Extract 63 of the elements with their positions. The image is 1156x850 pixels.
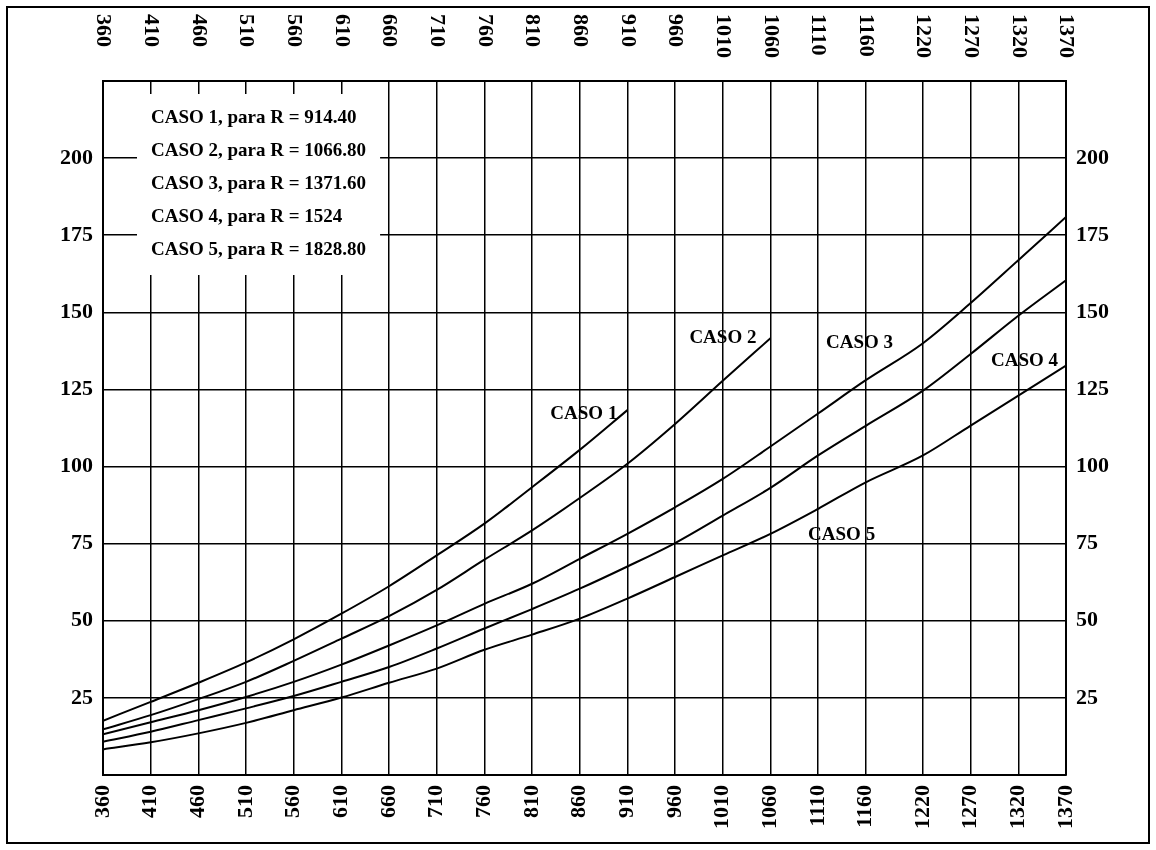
- x2-tick-label: 860: [569, 14, 595, 47]
- x-tick-label: 860: [565, 785, 591, 818]
- y2-tick-label: 150: [1076, 298, 1109, 324]
- y-tick-label: 150: [60, 298, 93, 324]
- x-tick-label: 910: [613, 785, 639, 818]
- annotation: CASO 5, para R = 1828.80: [151, 237, 367, 259]
- y-tick-label: 75: [71, 529, 93, 555]
- annotation: CASO 1, para R = 914.40: [151, 105, 357, 127]
- y-tick-label: 100: [60, 452, 93, 478]
- y2-tick-label: 125: [1076, 375, 1109, 401]
- x2-tick-label: 1160: [855, 14, 881, 57]
- y2-tick-label: 75: [1076, 529, 1098, 555]
- x-tick-label: 510: [231, 785, 257, 818]
- y-tick-label: 50: [71, 606, 93, 632]
- x2-tick-label: 1370: [1055, 14, 1081, 58]
- x-tick-label: 710: [422, 785, 448, 818]
- x2-tick-label: 510: [235, 14, 261, 47]
- y2-tick-label: 200: [1076, 143, 1109, 169]
- x2-tick-label: 1110: [807, 14, 833, 56]
- x2-tick-label: 710: [426, 14, 452, 47]
- x2-tick-label: 1060: [759, 14, 785, 58]
- x-tick-label: 410: [136, 785, 162, 818]
- x-tick-label: 760: [470, 785, 496, 818]
- y2-tick-label: 100: [1076, 452, 1109, 478]
- y-tick-label: 200: [60, 143, 93, 169]
- x-tick-label: 1370: [1051, 785, 1077, 829]
- x-tick-label: 560: [279, 785, 305, 818]
- y2-tick-label: 50: [1076, 606, 1098, 632]
- x2-tick-label: 1220: [912, 14, 938, 58]
- x2-tick-label: 660: [378, 14, 404, 47]
- x-tick-label: 1320: [1004, 785, 1030, 829]
- x-tick-label: 460: [184, 785, 210, 818]
- x-tick-label: 1010: [708, 785, 734, 829]
- x-tick-label: 1220: [908, 785, 934, 829]
- x2-tick-label: 1270: [959, 14, 985, 58]
- x2-tick-label: 810: [521, 14, 547, 47]
- y-tick-label: 175: [60, 220, 93, 246]
- x-tick-label: 810: [517, 785, 543, 818]
- annotation: CASO 4, para R = 1524: [151, 204, 343, 226]
- x-tick-label: 960: [660, 785, 686, 818]
- x-tick-label: 1160: [851, 785, 877, 828]
- x-tick-label: 360: [88, 785, 114, 818]
- x2-tick-label: 910: [616, 14, 642, 47]
- y2-tick-label: 175: [1076, 220, 1109, 246]
- x2-tick-label: 460: [187, 14, 213, 47]
- y-tick-label: 125: [60, 375, 93, 401]
- x2-tick-label: 610: [330, 14, 356, 47]
- x-tick-label: 610: [327, 785, 353, 818]
- x-tick-label: 1110: [803, 785, 829, 827]
- x-tick-label: 1270: [956, 785, 982, 829]
- x-tick-label: 660: [374, 785, 400, 818]
- x2-tick-label: 1010: [712, 14, 738, 58]
- x-tick-label: 1060: [756, 785, 782, 829]
- annotation: CASO 2, para R = 1066.80: [151, 138, 367, 160]
- x2-tick-label: 410: [139, 14, 165, 47]
- x2-tick-label: 960: [664, 14, 690, 47]
- x2-tick-label: 360: [92, 14, 118, 47]
- x2-tick-label: 1320: [1007, 14, 1033, 58]
- y-tick-label: 25: [71, 683, 93, 709]
- x2-tick-label: 560: [283, 14, 309, 47]
- x2-tick-label: 760: [473, 14, 499, 47]
- annotation: CASO 3, para R = 1371.60: [151, 171, 367, 193]
- y2-tick-label: 25: [1076, 683, 1098, 709]
